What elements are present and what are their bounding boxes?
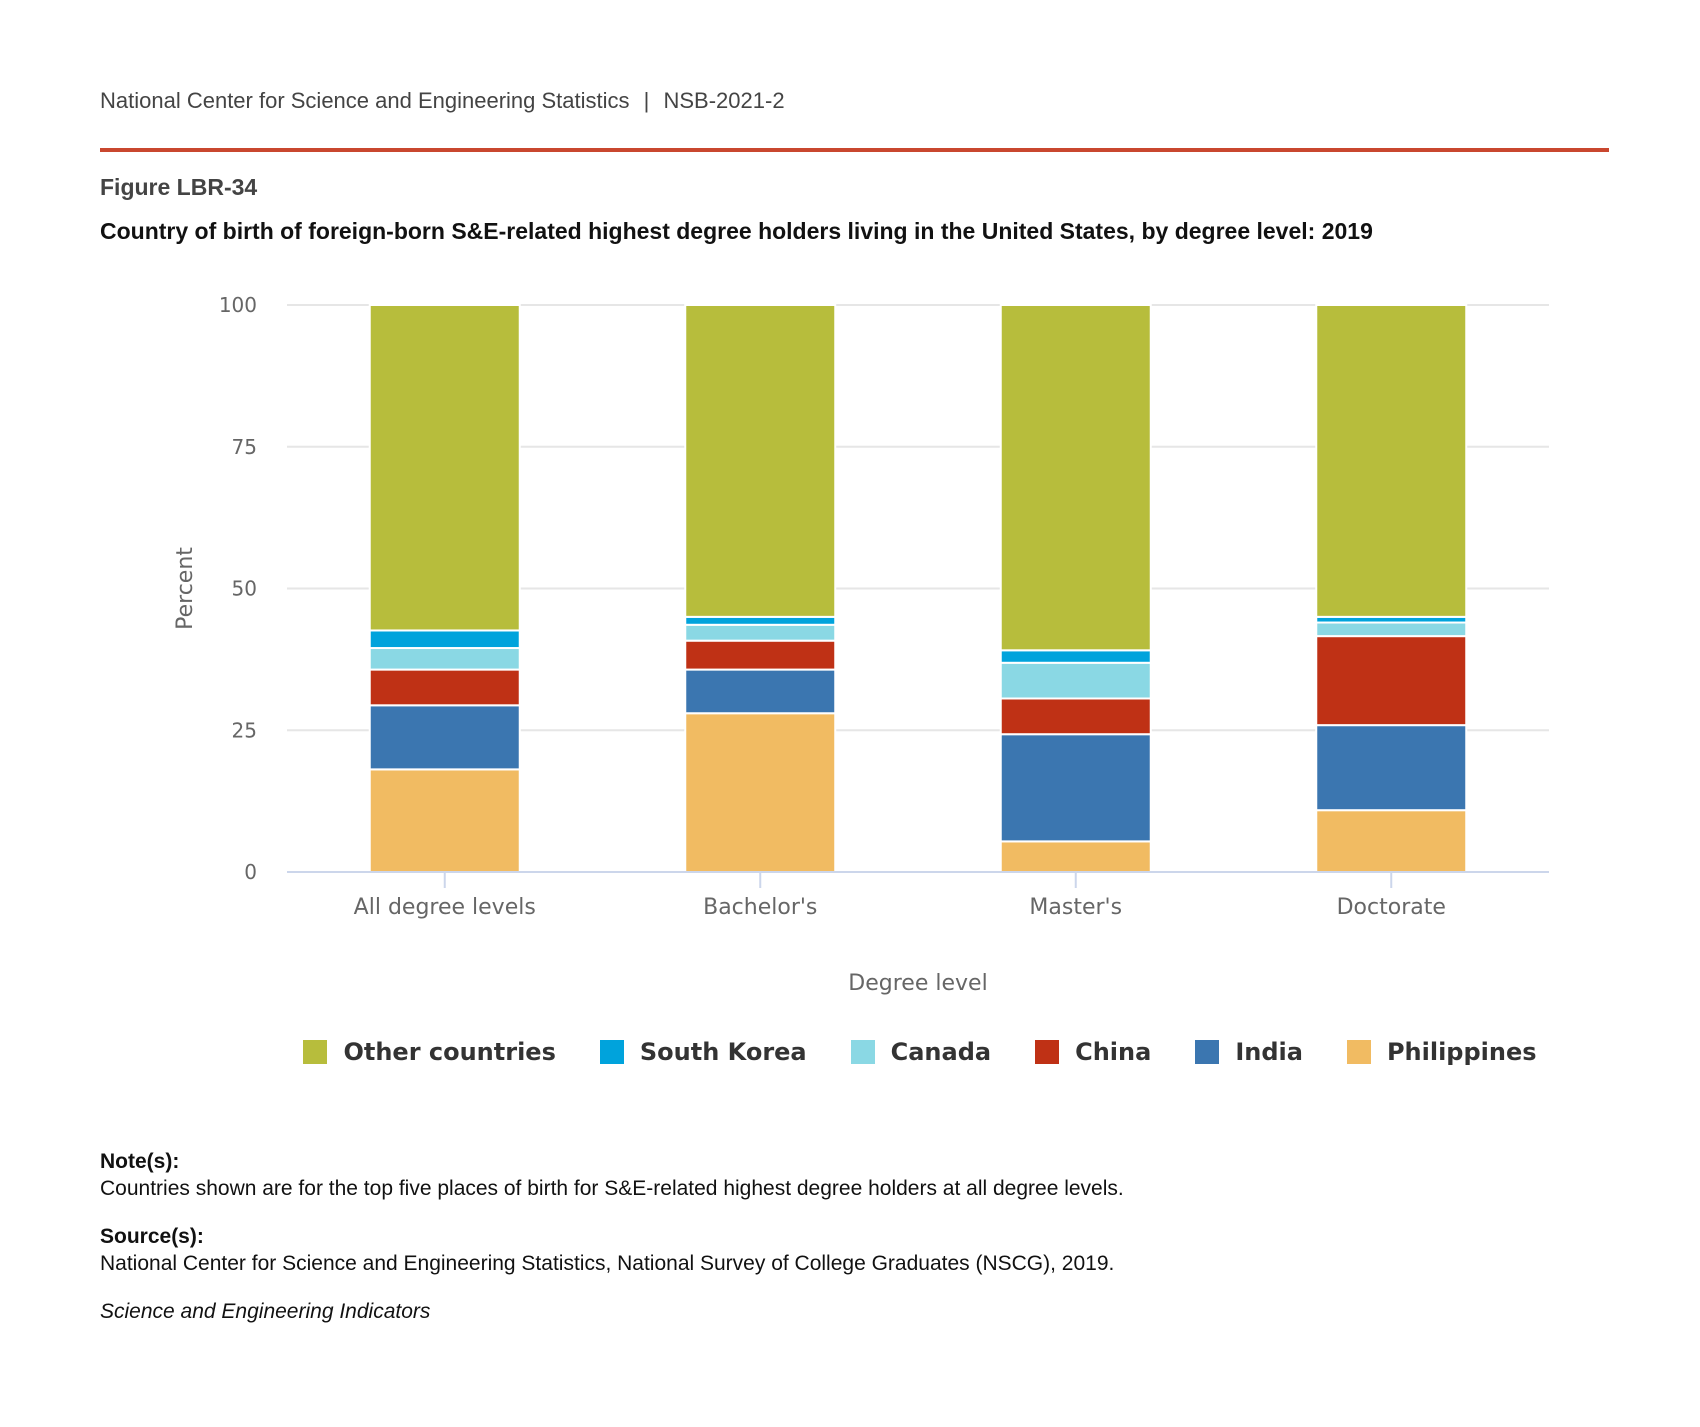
legend-label: India (1235, 1038, 1303, 1066)
y-axis-title: Percent (173, 547, 198, 630)
legend-item[interactable]: Philippines (1346, 1038, 1537, 1066)
bar-segment-philippines (684, 712, 837, 873)
x-tick-label: Bachelor's (703, 895, 817, 920)
y-tick-label: 50 (232, 577, 257, 601)
footer: Science and Engineering Indicators (100, 1300, 431, 1323)
header-rule (100, 148, 1609, 152)
legend-swatch (599, 1040, 624, 1064)
bar-segment-india (1315, 724, 1468, 812)
legend-swatch (1035, 1040, 1060, 1064)
bar-segment-india (999, 733, 1152, 843)
bar-segment-india (368, 704, 521, 771)
x-tick-label: Doctorate (1337, 895, 1446, 920)
sources-text: National Center for Science and Engineer… (100, 1252, 1115, 1275)
bar-segment-canada (999, 661, 1152, 700)
header-separator: | (643, 88, 650, 113)
legend-item[interactable]: China (1035, 1038, 1151, 1066)
stacked-bar-chart: 0 25 50 75 100 All degree levels Bachelor's Mas… (173, 293, 1549, 996)
legend-item[interactable]: South Korea (599, 1038, 807, 1066)
bar-segment-other-countries (1315, 304, 1468, 618)
bar-segment-south-korea (684, 615, 837, 626)
legend-swatch (850, 1040, 875, 1064)
chart-title: Country of birth of foreign-born S&E-rel… (100, 218, 1373, 244)
legend-item[interactable]: Canada (850, 1038, 992, 1066)
bar-segment-canada (368, 647, 521, 671)
notes-heading: Note(s): (100, 1150, 180, 1173)
header-org: National Center for Science and Engineer… (100, 88, 630, 113)
x-axis-title: Degree level (848, 971, 987, 996)
bar-segment-canada (684, 623, 837, 642)
header-report: NSB-2021-2 (663, 88, 785, 113)
bar-segment-other-countries (684, 304, 837, 618)
legend-swatch (1195, 1040, 1220, 1064)
legend-label: Philippines (1386, 1038, 1537, 1066)
bar-segment-canada (1315, 621, 1468, 638)
bar-segment-philippines (1315, 809, 1468, 874)
legend-swatch (1346, 1040, 1371, 1064)
legend-item[interactable]: India (1195, 1038, 1303, 1066)
legend-label: South Korea (639, 1038, 807, 1066)
bar-segment-philippines (368, 768, 521, 873)
bar-segment-china (999, 697, 1152, 736)
y-tick-label: 100 (219, 293, 257, 317)
legend: Other countries South Korea Canada China Ind… (0, 1038, 1700, 1066)
legend-label: Other countries (343, 1038, 556, 1066)
legend-item[interactable]: Other countries (303, 1038, 556, 1066)
bar-segment-other-countries (368, 304, 521, 632)
sources-heading: Source(s): (100, 1225, 204, 1248)
legend-label: Canada (890, 1038, 992, 1066)
y-tick-label: 25 (232, 718, 257, 742)
bar-segment-china (1315, 635, 1468, 727)
notes-text: Countries shown are for the top five pla… (100, 1177, 1124, 1200)
y-tick-label: 0 (244, 860, 257, 884)
bar-segment-philippines (999, 840, 1152, 874)
bar-segment-china (368, 668, 521, 707)
x-tick-label: All degree levels (354, 895, 536, 920)
x-tick-label: Master's (1029, 895, 1122, 920)
legend-swatch (303, 1040, 328, 1064)
legend-label: China (1075, 1038, 1152, 1066)
bar-segment-other-countries (999, 304, 1152, 652)
bar-segment-south-korea (368, 629, 521, 650)
bar-segment-india (684, 668, 837, 715)
bar-segment-south-korea (999, 649, 1152, 664)
y-tick-label: 75 (232, 435, 257, 459)
figure-label: Figure LBR-34 (100, 174, 258, 200)
bar-segment-china (684, 639, 837, 671)
header: National Center for Science and Engineer… (100, 88, 785, 114)
